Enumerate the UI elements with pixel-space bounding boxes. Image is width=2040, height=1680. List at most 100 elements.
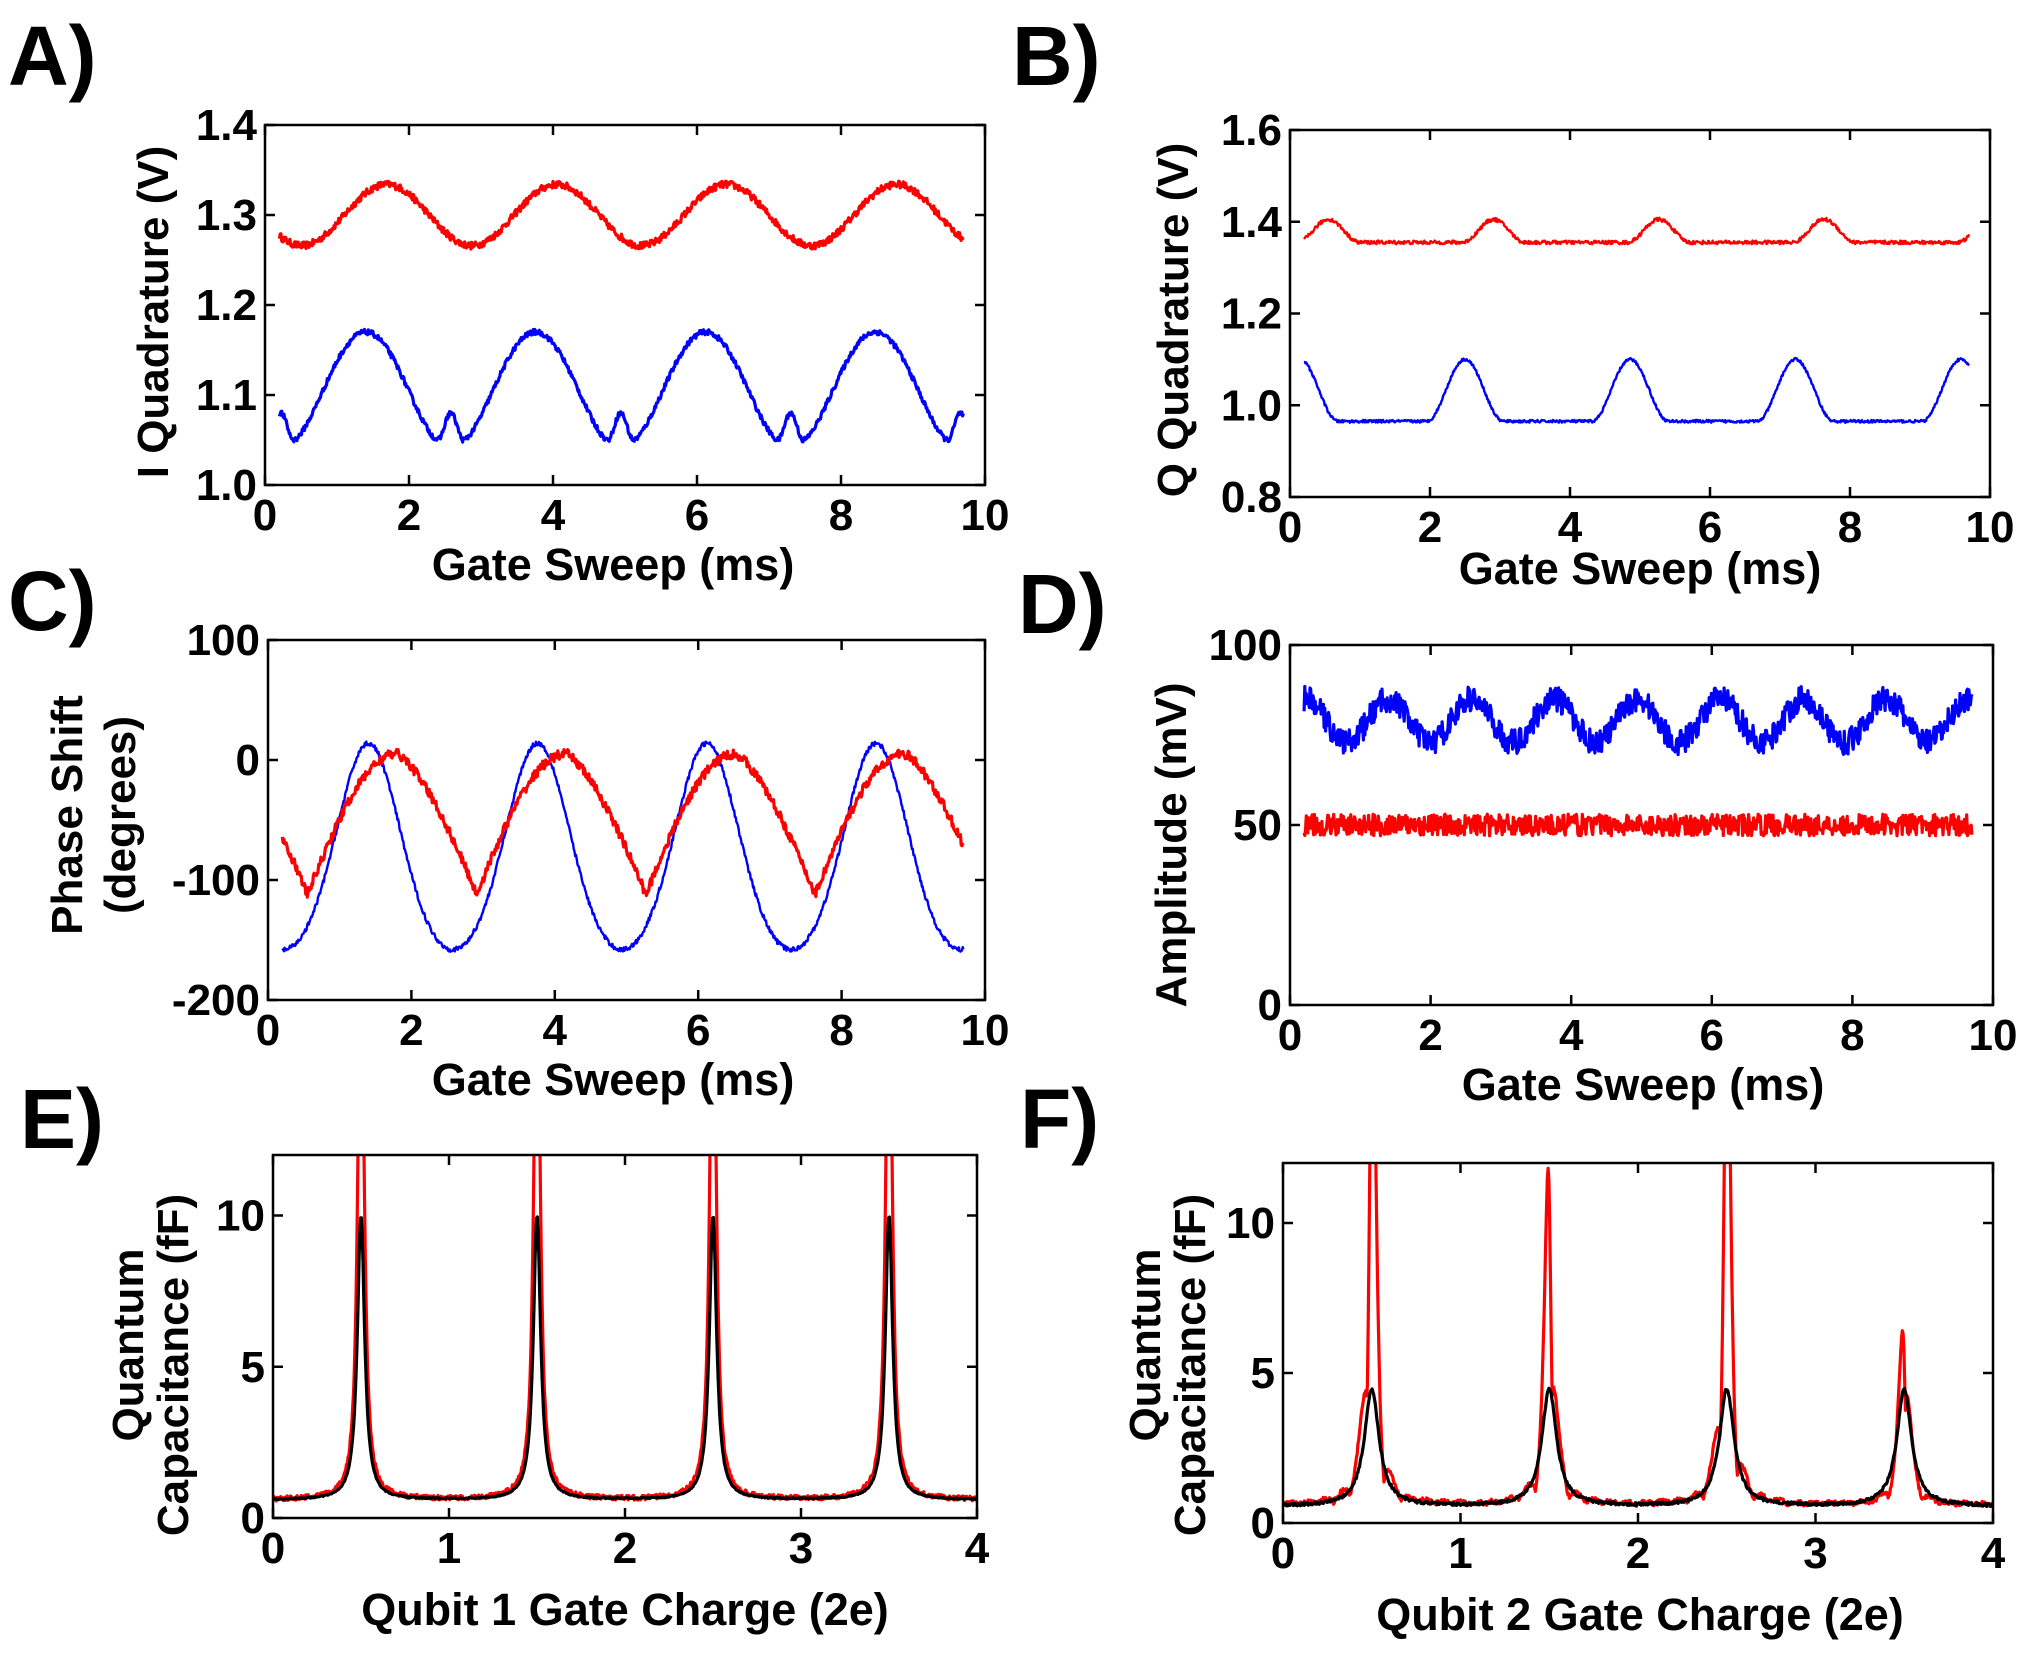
y-axis-label-e-line1: Quantum [104, 1248, 153, 1441]
y-axis-label-b: Q Quadrature (V) [1149, 143, 1198, 498]
y-tick-label: 0 [236, 736, 260, 785]
series-line-red [1302, 812, 1974, 838]
x-tick-label: 10 [961, 491, 1010, 540]
x-axis-label-c: Gate Sweep (ms) [432, 1054, 795, 1105]
x-tick-label: 2 [1418, 1011, 1442, 1060]
y-axis-label-a: I Quadrature (V) [129, 146, 178, 479]
x-tick-label: 6 [685, 491, 709, 540]
x-tick-label: 0 [1278, 503, 1302, 552]
y-tick-label: 1.2 [1221, 290, 1282, 339]
x-tick-label: 10 [1969, 1011, 2018, 1060]
y-tick-label: 10 [1226, 1199, 1275, 1248]
y-axis-label-c-line1: Phase Shift [43, 695, 92, 935]
y-tick-label: 0 [1258, 981, 1282, 1030]
x-tick-label: 4 [541, 491, 566, 540]
series-line-red [277, 179, 965, 251]
panel-c: C) Phase Shift (degrees) Gate Sweep (ms)… [8, 554, 1009, 1105]
series-line-blue [1302, 684, 1974, 757]
y-tick-label: 1.6 [1221, 106, 1282, 155]
panel-label-a: A) [8, 9, 97, 103]
series-line-red [1283, 1163, 1993, 1508]
x-tick-label: 2 [1418, 503, 1442, 552]
y-tick-label: 0 [241, 1494, 265, 1543]
series-line-blue [277, 327, 965, 444]
y-tick-label: 50 [1233, 801, 1282, 850]
y-tick-label: -200 [172, 976, 260, 1025]
x-tick-label: 0 [1271, 1529, 1295, 1578]
y-tick-label: 1.1 [196, 371, 257, 420]
x-axis-label-a: Gate Sweep (ms) [432, 539, 795, 590]
series-line-red [273, 1155, 977, 1503]
y-tick-label: 1.0 [196, 461, 257, 510]
panel-d: D) Amplitude (mV) Gate Sweep (ms) 0 2 4 6 8 1… [1018, 557, 2017, 1110]
x-axis-label-d: Gate Sweep (ms) [1462, 1059, 1825, 1110]
y-tick-label: 0.8 [1221, 473, 1282, 522]
plot-frame [1288, 128, 1992, 499]
y-axis-label-d: Amplitude (mV) [1147, 682, 1196, 1007]
x-tick-label: 4 [1981, 1529, 2006, 1578]
x-tick-label: 0 [1278, 1011, 1302, 1060]
y-tick-label: 1.0 [1221, 381, 1282, 430]
y-axis-label-f-line1: Quantum [1121, 1248, 1170, 1441]
x-axis-label-e: Qubit 1 Gate Charge (2e) [361, 1584, 889, 1635]
series-line-red [280, 748, 965, 899]
y-tick-label: -100 [172, 856, 260, 905]
x-tick-label: 0 [253, 491, 277, 540]
x-tick-label: 1 [437, 1524, 461, 1573]
x-tick-label: 4 [965, 1524, 990, 1573]
x-tick-label: 2 [399, 1006, 423, 1055]
x-tick-label: 1 [1448, 1529, 1472, 1578]
x-tick-label: 6 [686, 1006, 710, 1055]
y-axis-label-c-line2: (degrees) [96, 716, 145, 914]
panel-b: B) Q Quadrature (V) Gate Sweep (ms) 0 2 4 6… [1012, 9, 2014, 594]
x-axis-label-f: Qubit 2 Gate Charge (2e) [1376, 1589, 1904, 1640]
x-tick-label: 2 [397, 491, 421, 540]
y-axis-label-f-line2: Capacitance (fF) [1166, 1194, 1215, 1536]
x-tick-label: 10 [1966, 503, 2015, 552]
panel-label-f: F) [1020, 1072, 1099, 1166]
x-tick-label: 3 [1803, 1529, 1827, 1578]
x-tick-label: 8 [829, 491, 853, 540]
series-line-red [1303, 216, 1971, 246]
panel-label-c: C) [8, 554, 97, 648]
plot-frame [271, 1153, 979, 1520]
y-tick-label: 100 [187, 616, 260, 665]
y-tick-label: 5 [241, 1343, 265, 1392]
y-tick-label: 10 [216, 1192, 265, 1241]
x-axis-label-b: Gate Sweep (ms) [1459, 543, 1822, 594]
y-tick-label: 100 [1209, 621, 1282, 670]
panel-label-d: D) [1018, 557, 1107, 651]
series-line-blue [1303, 356, 1970, 424]
panel-f: F) Quantum Capacitance (fF) Qubit 2 Gate… [1020, 1072, 2006, 1640]
x-tick-label: 4 [543, 1006, 568, 1055]
x-tick-label: 0 [261, 1524, 285, 1573]
x-tick-label: 10 [961, 1006, 1010, 1055]
y-tick-label: 1.4 [196, 101, 258, 150]
x-tick-label: 3 [789, 1524, 813, 1573]
x-tick-label: 2 [613, 1524, 637, 1573]
panel-a: A) I Quadrature (V) Gate Sweep (ms) 0 2 4 6… [8, 9, 1009, 590]
y-tick-label: 5 [1251, 1349, 1275, 1398]
series-line-blue [281, 740, 965, 953]
x-tick-label: 4 [1558, 503, 1583, 552]
y-tick-label: 1.2 [196, 281, 257, 330]
panel-label-b: B) [1012, 9, 1101, 103]
x-tick-label: 4 [1559, 1011, 1584, 1060]
x-tick-label: 2 [1626, 1529, 1650, 1578]
x-tick-label: 8 [1838, 503, 1862, 552]
y-tick-label: 1.3 [196, 191, 257, 240]
plot-frame [266, 638, 987, 1002]
series-line-black [273, 1215, 977, 1502]
y-tick-label: 0 [1251, 1499, 1275, 1548]
y-tick-label: 1.4 [1221, 198, 1283, 247]
series-line-black [1283, 1386, 1993, 1509]
plot-frame [263, 123, 987, 487]
x-tick-label: 6 [1698, 503, 1722, 552]
x-tick-label: 8 [829, 1006, 853, 1055]
x-tick-label: 6 [1700, 1011, 1724, 1060]
x-tick-label: 8 [1840, 1011, 1864, 1060]
panel-label-e: E) [20, 1072, 104, 1166]
x-tick-label: 0 [256, 1006, 280, 1055]
panel-e: E) Quantum Capacitance (fF) Qubit 1 Gate… [20, 1072, 990, 1635]
